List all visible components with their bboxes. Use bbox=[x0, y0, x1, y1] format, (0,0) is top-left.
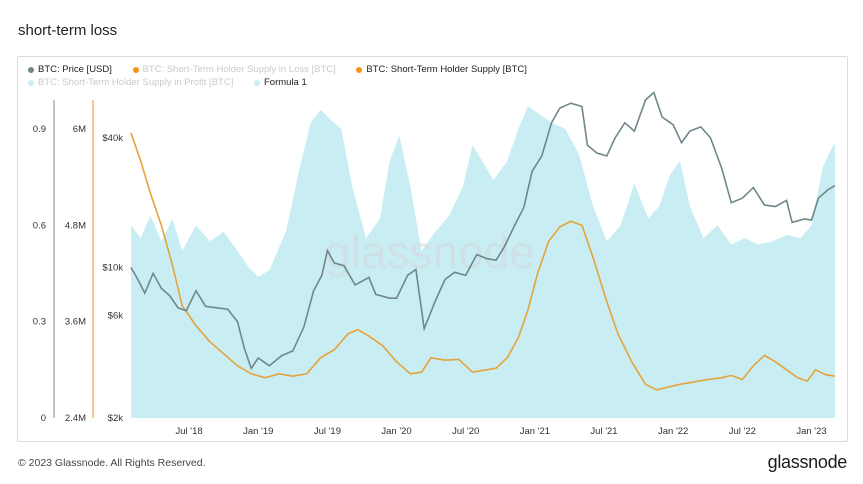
x-axis-tick: Jul '20 bbox=[452, 426, 479, 437]
x-axis-tick: Jan '20 bbox=[381, 426, 411, 437]
page-title: short-term loss bbox=[18, 22, 118, 39]
legend-item-price[interactable]: BTC: Price [USD] bbox=[28, 64, 112, 76]
legend-label: BTC: Short-Term Holder Supply in Loss [B… bbox=[142, 64, 336, 75]
legend-dot-icon bbox=[253, 80, 260, 86]
legend-dot-icon bbox=[356, 67, 363, 73]
legend-label: Formula 1 bbox=[263, 77, 307, 88]
formula-axis-tick: 0.9 bbox=[33, 124, 46, 135]
formula-axis-tick: 0.6 bbox=[33, 220, 46, 231]
legend-item-supply-in-profit[interactable]: BTC: Short-Term Holder Supply in Profit … bbox=[28, 77, 233, 89]
btc-price-line bbox=[130, 91, 836, 371]
supply-axis-tick: 2.4M bbox=[65, 413, 86, 424]
x-axis-tick: Jan '22 bbox=[658, 426, 688, 437]
price-axis-tick: $2k bbox=[108, 413, 124, 424]
price-axis-tick: $40k bbox=[102, 133, 123, 144]
formula-axis-tick: 0.3 bbox=[33, 317, 46, 328]
legend-item-sth-supply[interactable]: BTC: Short-Term Holder Supply [BTC] bbox=[356, 64, 527, 76]
sth-supply-line bbox=[130, 132, 836, 391]
legend-item-supply-in-loss[interactable]: BTC: Short-Term Holder Supply in Loss [B… bbox=[132, 64, 336, 76]
copyright-footer: © 2023 Glassnode. All Rights Reserved. bbox=[18, 457, 206, 469]
supply-axis-tick: 6M bbox=[73, 124, 86, 135]
formula-1-area bbox=[131, 106, 835, 419]
x-axis-tick: Jan '21 bbox=[520, 426, 550, 437]
legend-label: BTC: Short-Term Holder Supply in Profit … bbox=[38, 77, 234, 88]
supply-axis-tick: 4.8M bbox=[65, 220, 86, 231]
chart-watermark: glassnode bbox=[325, 226, 535, 278]
axes-layer: 0.9 0.6 0.3 0 6M 4.8M 3.6M 2.4M $40k $10k $6k $2k Ju… bbox=[33, 124, 827, 437]
x-axis-tick: Jul '18 bbox=[176, 426, 203, 437]
legend-label: BTC: Short-Term Holder Supply [BTC] bbox=[366, 64, 527, 75]
x-axis-tick: Jul '22 bbox=[729, 426, 756, 437]
legend-item-formula-1[interactable]: Formula 1 bbox=[253, 77, 307, 89]
supply-axis-tick: 3.6M bbox=[65, 317, 86, 328]
x-axis-tick: Jul '21 bbox=[590, 426, 617, 437]
formula-axis-tick: 0 bbox=[41, 413, 46, 424]
x-axis-tick: Jan '19 bbox=[243, 426, 273, 437]
legend-label: BTC: Price [USD] bbox=[38, 64, 112, 75]
legend-dot-icon bbox=[28, 67, 34, 73]
chart-legend: BTC: Price [USD] BTC: Short-Term Holder … bbox=[28, 64, 545, 90]
price-axis-tick: $10k bbox=[102, 263, 123, 274]
brand-logo: glassnode bbox=[767, 452, 848, 472]
x-axis-tick: Jan '23 bbox=[796, 426, 826, 437]
legend-dot-icon bbox=[132, 67, 139, 73]
area-layer bbox=[131, 106, 835, 419]
line-layer bbox=[130, 91, 836, 391]
legend-dot-icon bbox=[28, 80, 34, 86]
price-axis-tick: $6k bbox=[108, 310, 124, 321]
x-axis-tick: Jul '19 bbox=[314, 426, 341, 437]
